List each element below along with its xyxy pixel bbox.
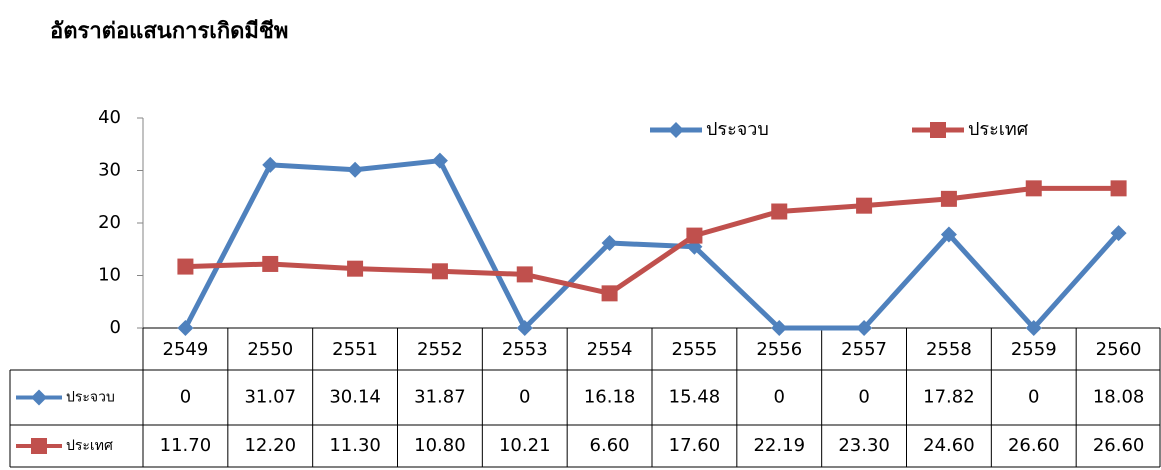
table-cell: 10.80 [414,435,466,456]
table-cell: 30.14 [329,387,381,408]
table-row-label: ประเทศ [66,438,113,454]
x-tick-label: 2555 [672,339,718,360]
data-point [516,266,533,283]
table-cell: 26.60 [1008,435,1060,456]
table-cell: 0 [774,387,785,408]
table-cell: 11.30 [329,435,381,456]
table-row-label: ประจวบ [66,390,115,406]
data-point [177,320,194,336]
table-cell: 15.48 [669,387,721,408]
series-line [183,158,1121,331]
data-point [347,260,364,277]
table-cell: 16.18 [584,387,636,408]
data-point [262,255,279,272]
data-point [262,156,279,173]
y-tick-label: 30 [98,160,121,181]
data-point [431,263,448,280]
data-point [771,203,788,220]
x-tick-label: 2554 [587,339,633,360]
legend-marker [31,438,47,454]
legend-marker [31,389,47,406]
data-point [431,152,448,169]
data-point [347,161,364,178]
table-cell: 12.20 [244,435,296,456]
data-point [601,285,618,302]
table-cell: 0 [1028,387,1039,408]
y-tick-label: 0 [110,317,121,338]
x-tick-label: 2560 [1096,339,1142,360]
legend-marker [668,122,684,138]
table-cell: 23.30 [838,435,890,456]
table-cell: 31.07 [244,387,296,408]
table-cell: 24.60 [923,435,975,456]
table-cell: 0 [519,387,530,408]
y-tick-label: 20 [98,212,121,233]
x-tick-label: 2558 [926,339,972,360]
data-point [856,197,873,214]
data-point [940,190,957,207]
table-cell: 11.70 [160,435,212,456]
data-point [516,320,533,336]
data-point [1025,320,1042,336]
data-point [601,235,618,252]
data-point [1110,180,1127,197]
data-point [940,226,957,243]
legend-label: ประจวบ [706,119,769,140]
x-tick-label: 2556 [756,339,802,360]
table-cell: 26.60 [1093,435,1145,456]
data-point [177,258,194,275]
x-tick-label: 2550 [247,339,293,360]
x-tick-label: 2559 [1011,339,1057,360]
data-point [686,227,703,244]
table-cell: 17.82 [923,387,975,408]
data-point [771,320,788,336]
legend-marker [930,122,946,138]
data-point [1110,225,1127,242]
table-cell: 0 [180,387,191,408]
table-cell: 22.19 [753,435,805,456]
x-tick-label: 2552 [417,339,463,360]
legend-label: ประเทศ [968,119,1029,140]
data-point [1025,180,1042,197]
series-line [185,185,1119,296]
x-tick-label: 2557 [841,339,887,360]
data-point [856,320,873,336]
y-tick-label: 10 [98,265,121,286]
chart-title: อัตราต่อแสนการเกิดมีชีพ [50,19,288,44]
x-tick-label: 2553 [502,339,548,360]
y-tick-label: 40 [98,107,121,128]
x-tick-label: 2551 [332,339,378,360]
table-cell: 17.60 [669,435,721,456]
x-tick-label: 2549 [163,339,209,360]
table-cell: 31.87 [414,387,466,408]
table-cell: 18.08 [1093,387,1145,408]
table-cell: 10.21 [499,435,551,456]
table-cell: 0 [858,387,869,408]
table-cell: 6.60 [590,435,630,456]
